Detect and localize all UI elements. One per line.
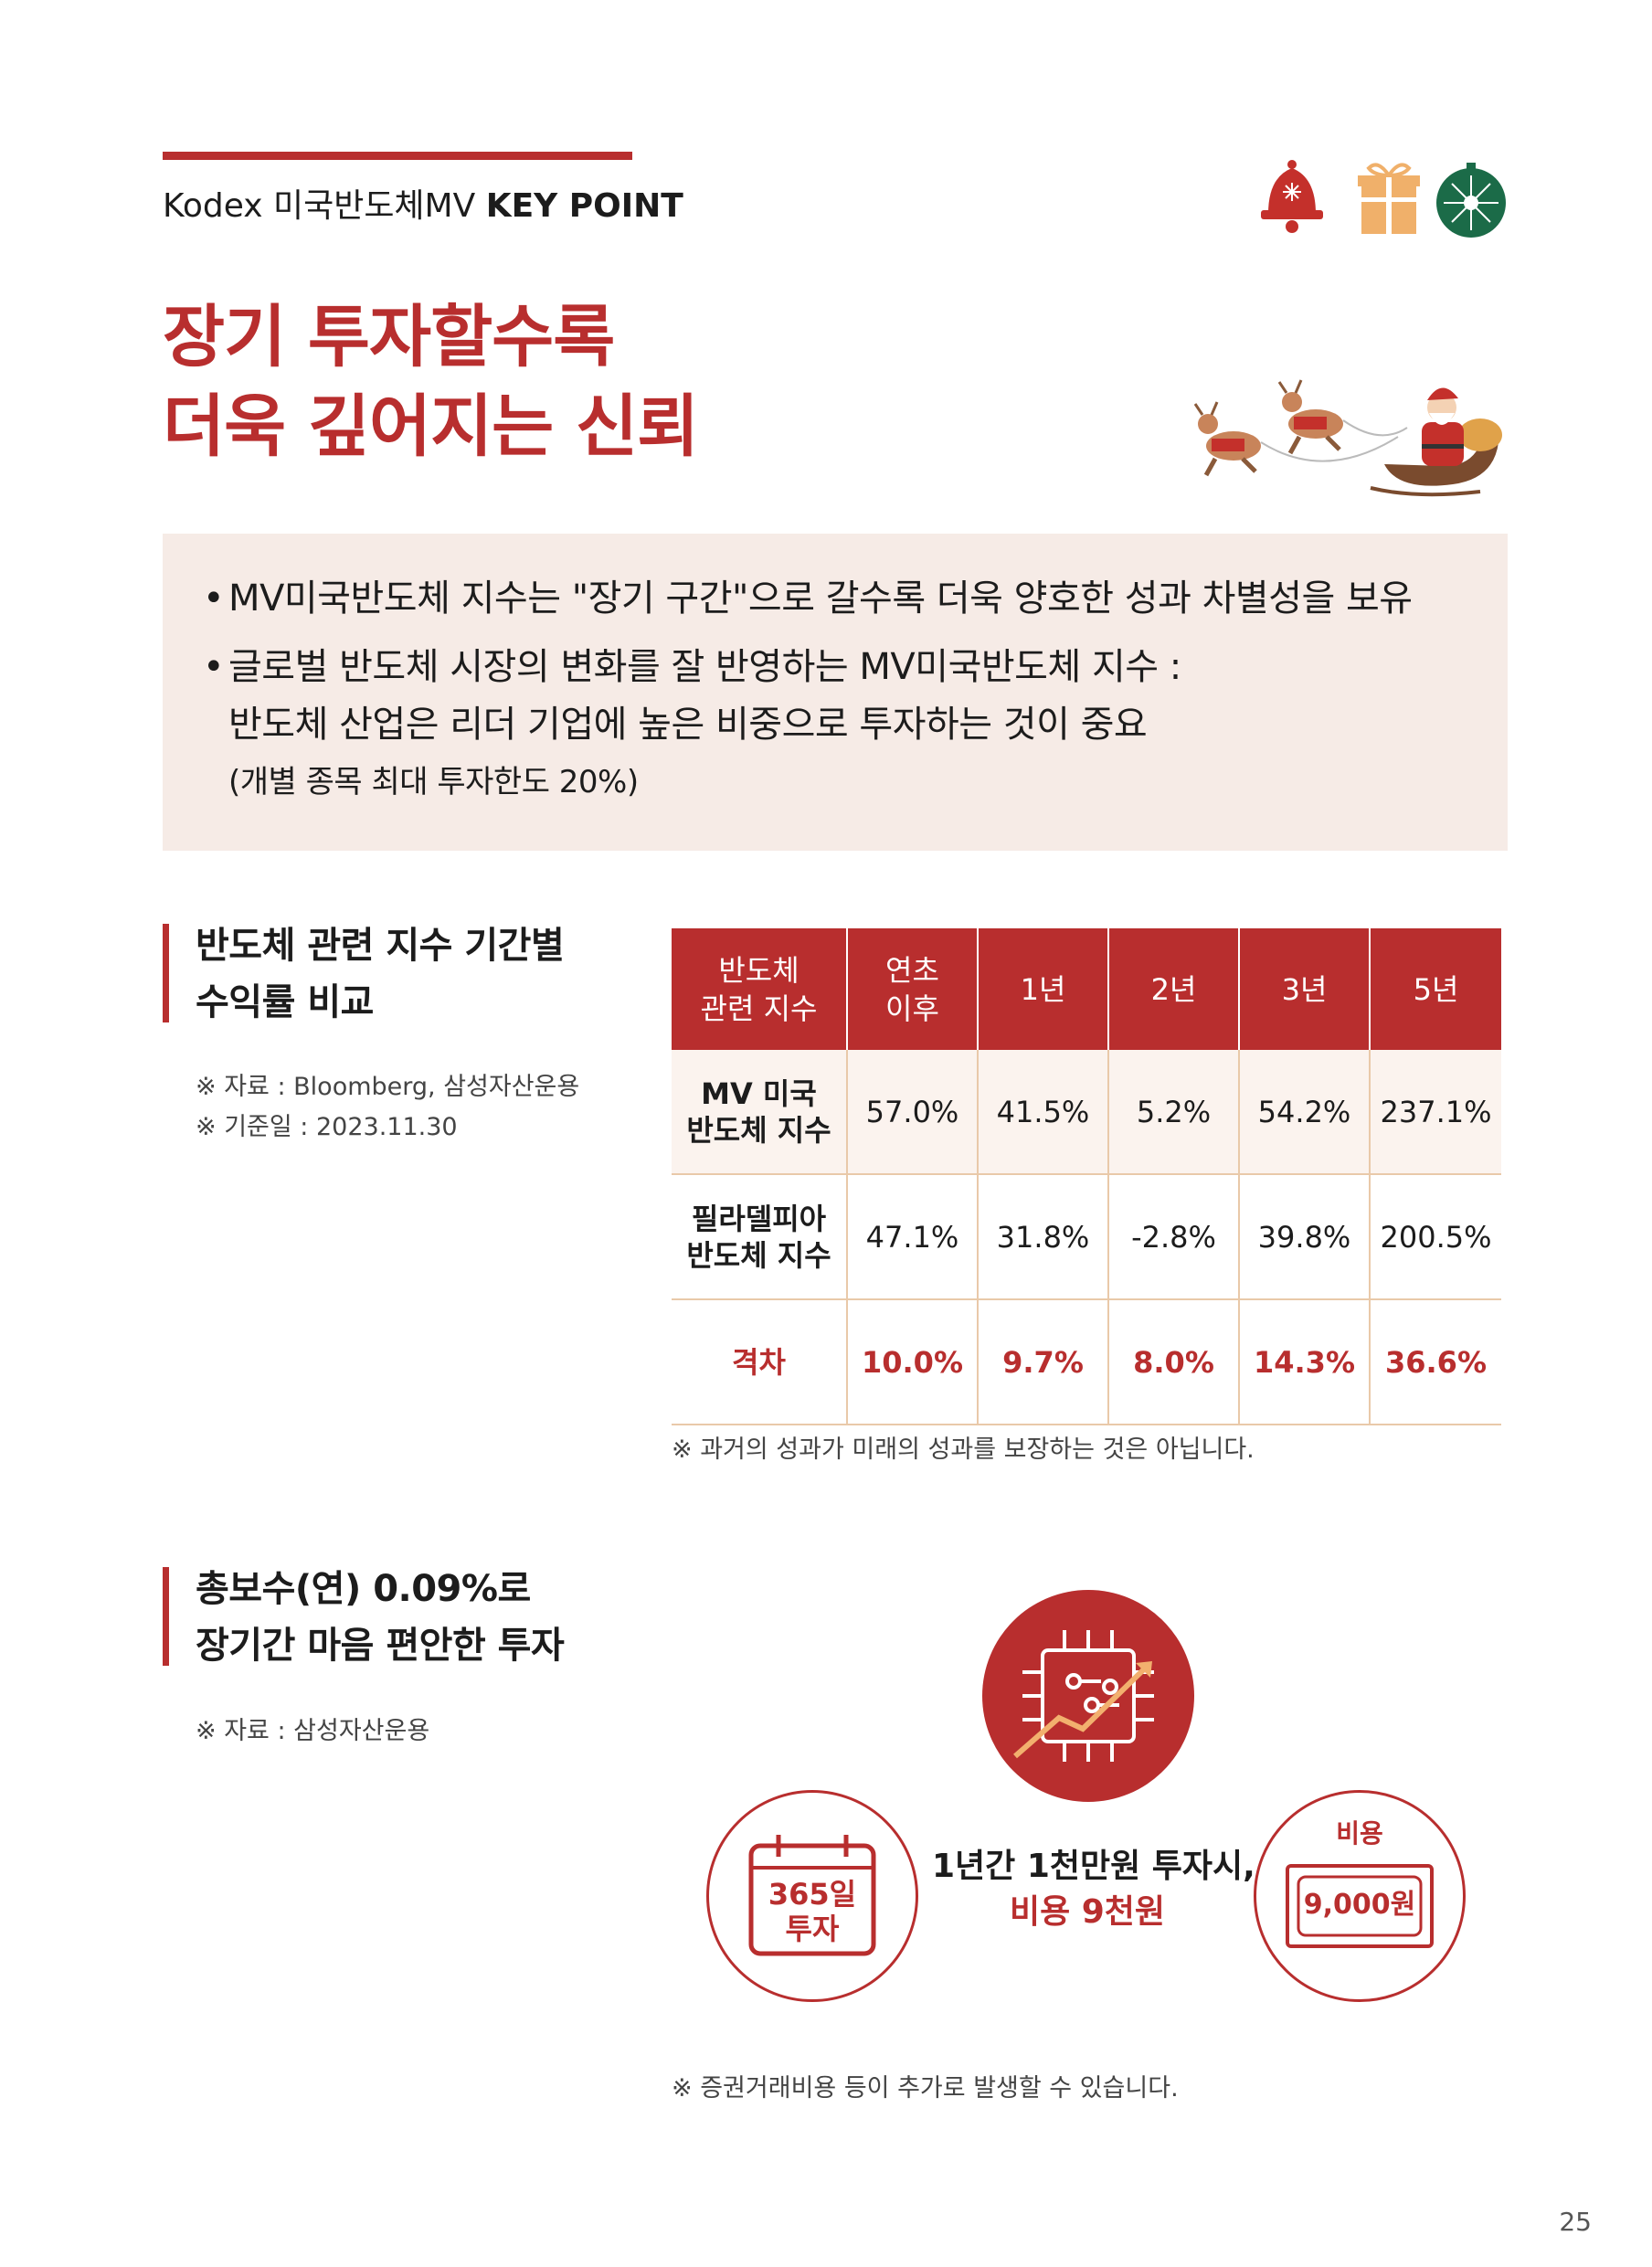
table-header-row: 반도체 관련 지수 연초 이후 1년 2년 3년 5년 (672, 928, 1501, 1050)
table-cell: 47.1% (847, 1174, 979, 1300)
basis-date-note: ※ 기준일 : 2023.11.30 (196, 1113, 458, 1141)
table-row: MV 미국 반도체 지수 57.0% 41.5% 5.2% 54.2% 237.1… (672, 1050, 1501, 1175)
table-cell: 237.1% (1370, 1050, 1501, 1175)
calendar-circle: 365일 투자 (706, 1790, 918, 2002)
cost-summary-line1: 1년간 1천만원 투자시, (932, 1848, 1255, 1885)
table-disclaimer: ※ 과거의 성과가 미래의 성과를 보장하는 것은 아닙니다. (672, 1435, 1255, 1464)
summary-bullet-2-note: (개별 종목 최대 투자한도 20%) (228, 764, 639, 800)
title-line-2: 더욱 깊어지는 신뢰 (163, 387, 699, 466)
chip-growth-icon (1013, 1630, 1154, 1762)
title-line-1: 장기 투자할수록 (163, 298, 615, 376)
summary-bullet-2: • 글로벌 반도체 시장의 변화를 잘 반영하는 MV미국반도체 지수 : (203, 646, 1181, 688)
section1-bar (163, 924, 169, 1022)
cost-summary-line2: 비용 9천원 (1009, 1893, 1166, 1931)
table-row: 필라델피아 반도체 지수 47.1% 31.8% -2.8% 39.8% 200.… (672, 1174, 1501, 1300)
section2-source: ※ 자료 : 삼성자산운용 (196, 1717, 430, 1745)
section2-title: 총보수(연) 0.09%로 장기간 마음 편안한 투자 (196, 1568, 565, 1667)
ornament-icon (1436, 163, 1506, 238)
row-label: 필라델피아 반도체 지수 (672, 1174, 848, 1300)
summary-bullet-1: • MV미국반도체 지수는 "장기 구간"으로 갈수록 더욱 양호한 성과 차별성… (203, 577, 1413, 620)
chip-circle (982, 1590, 1194, 1802)
returns-table: 반도체 관련 지수 연초 이후 1년 2년 3년 5년 MV 미국 반도체 지수 57… (672, 928, 1501, 1425)
calendar-icon (748, 1835, 876, 1956)
table-cell: 8.0% (1108, 1299, 1240, 1425)
summary-bullet-2-cont: 반도체 산업은 리더 기업에 높은 비중으로 투자하는 것이 중요 (228, 704, 1148, 746)
ticket-icon (1286, 1864, 1434, 1948)
kicker: Kodex 미국반도체MV KEY POINT (163, 187, 683, 225)
table-cell: 14.3% (1239, 1299, 1371, 1425)
table-cell: 41.5% (978, 1050, 1109, 1175)
cost-disclaimer: ※ 증권거래비용 등이 추가로 발생할 수 있습니다. (672, 2074, 1179, 2103)
header-ytd: 연초 이후 (847, 928, 979, 1050)
table-cell: 10.0% (847, 1299, 979, 1425)
table-cell: 9.7% (978, 1299, 1109, 1425)
santa-sleigh-reindeer-illustration (1193, 379, 1502, 497)
table-cell: 54.2% (1239, 1050, 1371, 1175)
header-2y: 2년 (1108, 928, 1240, 1050)
reindeer-1 (1193, 401, 1261, 477)
gift-icon (1358, 163, 1420, 234)
bell-icon (1261, 160, 1323, 233)
cost-circle: 비용 9,000원 (1254, 1790, 1466, 2002)
table-cell: 5.2% (1108, 1050, 1240, 1175)
calendar-text: 365일 투자 (768, 1877, 857, 1946)
summary-box: • MV미국반도체 지수는 "장기 구간"으로 갈수록 더욱 양호한 성과 차별성… (163, 534, 1508, 851)
table-cell: 36.6% (1370, 1299, 1501, 1425)
cost-summary: 1년간 1천만원 투자시, 비용 9천원 (932, 1844, 1255, 1935)
page-number: 25 (1559, 2207, 1592, 2237)
table-cell: 39.8% (1239, 1174, 1371, 1300)
page-title: 장기 투자할수록 더욱 깊어지는 신뢰 (163, 292, 699, 471)
header-rule (163, 152, 632, 160)
sleigh (1370, 418, 1502, 497)
row-label: 격차 (672, 1299, 848, 1425)
section2-bar (163, 1567, 169, 1666)
table-row-gap: 격차 10.0% 9.7% 8.0% 14.3% 36.6% (672, 1299, 1501, 1425)
cost-label: 비용 (1336, 1818, 1383, 1849)
cost-value: 9,000원 (1303, 1889, 1416, 1921)
section1-notes: ※ 자료 : Bloomberg, 삼성자산운용 ※ 기준일 : 2023.11… (196, 1067, 579, 1148)
table-cell: -2.8% (1108, 1174, 1240, 1300)
holiday-icons (1261, 160, 1506, 238)
header-3y: 3년 (1239, 928, 1371, 1050)
header-1y: 1년 (978, 928, 1109, 1050)
source-note: ※ 자료 : Bloomberg, 삼성자산운용 (196, 1073, 580, 1101)
header-5y: 5년 (1370, 928, 1501, 1050)
table-cell: 200.5% (1370, 1174, 1501, 1300)
header-index: 반도체 관련 지수 (672, 928, 848, 1050)
row-label: MV 미국 반도체 지수 (672, 1050, 848, 1175)
reindeer-2 (1277, 379, 1343, 455)
table-cell: 31.8% (978, 1174, 1109, 1300)
table-cell: 57.0% (847, 1050, 979, 1175)
section1-title: 반도체 관련 지수 기간별 수익률 비교 (196, 925, 565, 1023)
santa (1422, 387, 1464, 466)
